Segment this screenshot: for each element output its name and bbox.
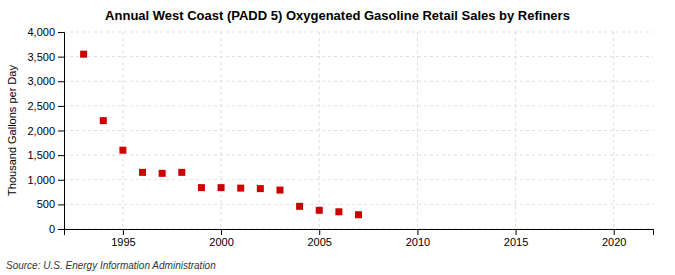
- y-tick: 1,500: [27, 149, 64, 161]
- title: Annual West Coast (PADD 5) Oxygenated Ga…: [105, 8, 570, 23]
- y-tick-label: 3,500: [27, 51, 55, 63]
- chart: 1995 2000 2005 2010 2015 2020 0 500 1,000 1,500 2,…: [0, 0, 675, 275]
- x-grid-line: [122, 32, 123, 229]
- x-tick-label: 2005: [307, 236, 331, 248]
- y-grid-line: [64, 105, 653, 106]
- y-tick-mark: [58, 106, 64, 107]
- y-tick: 2,000: [27, 125, 64, 137]
- y-grid-line: [64, 130, 653, 131]
- y-tick-mark: [58, 32, 64, 33]
- point: [218, 184, 225, 191]
- y-grid-line: [64, 204, 653, 205]
- x-axis: 1995 2000 2005 2010 2015 2020: [65, 229, 654, 248]
- y-grid-line: [64, 81, 653, 82]
- y-tick-label: 2,000: [27, 125, 55, 137]
- point: [335, 208, 342, 215]
- point: [198, 184, 205, 191]
- x-tick: 1995: [111, 229, 135, 248]
- point: [100, 117, 107, 124]
- x-tick-mark: [516, 229, 517, 235]
- y-grid-line: [64, 155, 653, 156]
- x-tick-label: 2020: [602, 236, 626, 248]
- y-grid-line: [64, 32, 653, 33]
- y-axis-title: Thousand Gallons per Day: [6, 65, 18, 196]
- y-tick-mark: [58, 155, 64, 156]
- grid: [64, 32, 653, 229]
- y-tick: 2,500: [27, 100, 64, 112]
- x-tick-mark: [221, 229, 222, 235]
- y-tick: 3,500: [27, 51, 64, 63]
- x-tick-label: 2000: [209, 236, 233, 248]
- x-tick: 2005: [307, 229, 331, 248]
- y-tick-mark: [58, 180, 64, 181]
- y-grid-line: [64, 179, 653, 180]
- y-tick-label: 4,000: [27, 26, 55, 38]
- x-tick-label: 1995: [111, 236, 135, 248]
- points: [80, 51, 362, 219]
- x-grid-line: [515, 32, 516, 229]
- x-grid-line: [417, 32, 418, 229]
- y-tick: 500: [37, 198, 64, 210]
- y-tick: 4,000: [27, 26, 64, 38]
- y-tick: 0: [49, 223, 64, 235]
- y-tick: 3,000: [27, 75, 64, 87]
- y-tick-label: 500: [37, 198, 55, 210]
- plot-area: 1995 2000 2005 2010 2015 2020 0 500 1,000 1,500 2,…: [27, 26, 653, 248]
- y-tick-label: 1,000: [27, 174, 55, 186]
- x-tick-label: 2010: [406, 236, 430, 248]
- y-tick-mark: [58, 229, 64, 230]
- y-tick: 1,000: [27, 174, 64, 186]
- point: [159, 170, 166, 177]
- point: [119, 147, 126, 154]
- point: [80, 51, 87, 58]
- y-grid-line: [64, 56, 653, 57]
- x-tick-mark: [417, 229, 418, 235]
- point: [316, 207, 323, 214]
- x-tick: 2020: [602, 229, 626, 248]
- y-tick-label: 3,000: [27, 75, 55, 87]
- point: [139, 169, 146, 176]
- x-tick: 2010: [406, 229, 430, 248]
- y-tick-label: 0: [49, 223, 55, 235]
- y-tick-mark: [58, 204, 64, 205]
- point: [178, 169, 185, 176]
- x-grid-line: [319, 32, 320, 229]
- y-tick-mark: [58, 57, 64, 58]
- y-tick-mark: [58, 81, 64, 82]
- point: [355, 211, 362, 218]
- y-tick-label: 2,500: [27, 100, 55, 112]
- x-axis-line: [65, 230, 654, 236]
- point: [276, 187, 283, 194]
- x-grid-line: [613, 32, 614, 229]
- y-axis: 0 500 1,000 1,500 2,000 2,500 3,000 3,500 4,000: [27, 26, 64, 235]
- x-grid-line: [221, 32, 222, 229]
- y-tick-label: 1,500: [27, 149, 55, 161]
- x-tick-mark: [614, 229, 615, 235]
- x-tick: 2015: [504, 229, 528, 248]
- x-tick-label: 2015: [504, 236, 528, 248]
- y-tick-mark: [58, 131, 64, 132]
- point: [257, 185, 264, 192]
- source: Source: U.S. Energy Information Administ…: [6, 260, 216, 271]
- point: [296, 203, 303, 210]
- point: [237, 185, 244, 192]
- x-tick: 2000: [209, 229, 233, 248]
- y-axis-line: [58, 33, 65, 230]
- x-tick-mark: [319, 229, 320, 235]
- x-tick-mark: [123, 229, 124, 235]
